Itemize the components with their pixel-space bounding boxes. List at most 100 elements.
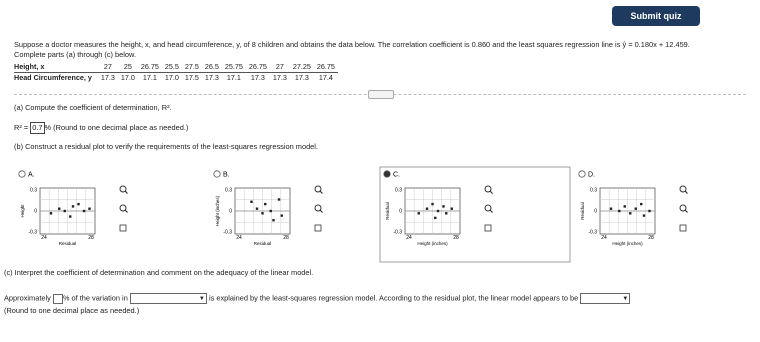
y-tick-label: 0.3 xyxy=(590,187,597,193)
point xyxy=(648,209,651,213)
submit-button[interactable]: Submit quiz xyxy=(612,6,700,26)
radio-button[interactable] xyxy=(18,170,26,178)
answer-input[interactable]: 0.7 xyxy=(30,122,45,134)
point xyxy=(642,214,646,217)
point xyxy=(250,200,253,203)
cell: 17.3 xyxy=(294,73,309,82)
cell: 17.0 xyxy=(164,73,179,82)
point xyxy=(417,212,420,215)
x-tick-label: 28 xyxy=(88,235,94,241)
y-tick-label: -0.3 xyxy=(588,229,597,235)
sentence-part: % of the variation in xyxy=(62,293,128,303)
sentence-part: Approximately xyxy=(4,293,51,303)
option-letter: B. xyxy=(223,172,230,179)
x-tick-label: 24 xyxy=(41,235,47,241)
expand-button[interactable] xyxy=(368,90,394,99)
point xyxy=(442,205,445,208)
y-tick-label: -0.3 xyxy=(393,229,402,235)
zoom-out-icon[interactable] xyxy=(119,204,127,212)
zoom-in-icon[interactable] xyxy=(119,185,127,193)
point xyxy=(88,207,91,210)
point xyxy=(623,205,626,208)
x-tick-label: 28 xyxy=(453,235,459,241)
x-axis-label: Residual xyxy=(59,241,77,246)
point xyxy=(272,219,275,222)
y-tick-label: 0.3 xyxy=(225,187,232,193)
zoom-in-handle xyxy=(319,190,323,194)
y-tick-label: 0 xyxy=(594,208,597,214)
radio-button[interactable] xyxy=(213,170,221,178)
option-letter: C. xyxy=(393,172,400,179)
point xyxy=(69,215,72,218)
point xyxy=(431,202,434,206)
y-tick-label: -0.3 xyxy=(223,229,232,235)
answer-label: R² = xyxy=(14,122,29,132)
zoom-out-handle xyxy=(489,209,493,213)
point xyxy=(255,207,259,210)
point xyxy=(264,202,267,206)
y-axis-label: Height xyxy=(20,204,25,218)
round-note: (Round to one decimal place as needed.) xyxy=(53,122,189,132)
cell: 17.1 xyxy=(142,73,157,82)
y-axis-label: Height (inches) xyxy=(215,195,220,226)
part-c-sentence: Approximately % of the variation in ▼ is… xyxy=(4,293,754,304)
point xyxy=(269,209,272,213)
y-axis-label: Residual xyxy=(580,202,585,220)
cell: 17.3 xyxy=(100,73,115,82)
zoom-out-icon[interactable] xyxy=(679,204,687,212)
point xyxy=(445,212,448,215)
cell: 27.5 xyxy=(181,62,202,73)
cell: 17.3 xyxy=(272,73,287,82)
point xyxy=(49,212,53,215)
point xyxy=(77,202,80,206)
point xyxy=(634,207,637,210)
zoom-out-icon[interactable] xyxy=(314,204,322,212)
popout-icon[interactable] xyxy=(119,224,127,232)
cell: 17.3 xyxy=(250,73,265,82)
cell: 26.75 xyxy=(245,62,270,73)
point xyxy=(425,207,429,210)
point xyxy=(618,209,621,213)
point xyxy=(58,207,61,210)
zoom-in-icon[interactable] xyxy=(314,185,322,193)
zoom-out-icon[interactable] xyxy=(484,204,492,212)
cell: 17.0 xyxy=(120,73,135,82)
problem-text: Suppose a doctor measures the height, x,… xyxy=(14,40,690,59)
point xyxy=(261,212,264,215)
option-letter: D. xyxy=(588,172,595,179)
part-b-prompt: (b) Construct a residual plot to verify … xyxy=(14,142,318,151)
percent-input[interactable] xyxy=(52,293,63,304)
part-c-prompt: (c) Interpret the coefficient of determi… xyxy=(4,268,314,277)
y-tick-label: -0.3 xyxy=(28,229,37,235)
adequacy-dropdown[interactable]: ▼ xyxy=(580,293,631,304)
option-letter: A. xyxy=(28,172,35,179)
x-tick-label: 24 xyxy=(406,235,412,241)
data-table: Height, x 27 25 26.75 25.5 27.5 26.5 25.75 26.75… xyxy=(14,62,338,83)
zoom-in-handle xyxy=(489,190,493,194)
point xyxy=(436,209,440,213)
y-tick-label: 0.3 xyxy=(30,187,37,193)
radio-button[interactable] xyxy=(578,170,586,178)
x-axis-label: Residual xyxy=(254,241,272,246)
cell: 17.3 xyxy=(204,73,219,82)
row-label: Height, x xyxy=(14,62,98,73)
part-c-note: (Round to one decimal place as needed.) xyxy=(4,306,140,315)
y-tick-label: 0 xyxy=(399,208,402,214)
popout-icon[interactable] xyxy=(679,224,687,232)
table-row: Head Circumference, y 17.3 17.0 17.1 17.0 17.… xyxy=(14,73,338,84)
table-row: Height, x 27 25 26.75 25.5 27.5 26.5 25.75 26.75… xyxy=(14,62,338,73)
popout-icon[interactable] xyxy=(484,224,492,232)
popout-icon[interactable] xyxy=(314,224,322,232)
variable-dropdown[interactable]: ▼ xyxy=(129,293,207,304)
radio-button[interactable] xyxy=(383,170,391,178)
y-tick-label: 0 xyxy=(34,208,37,214)
x-tick-label: 24 xyxy=(601,235,607,241)
point xyxy=(609,207,613,210)
point xyxy=(629,212,632,215)
point xyxy=(82,209,86,213)
zoom-in-icon[interactable] xyxy=(484,185,492,193)
cell: 27 xyxy=(97,62,118,73)
point xyxy=(63,209,66,213)
zoom-in-icon[interactable] xyxy=(679,185,687,193)
